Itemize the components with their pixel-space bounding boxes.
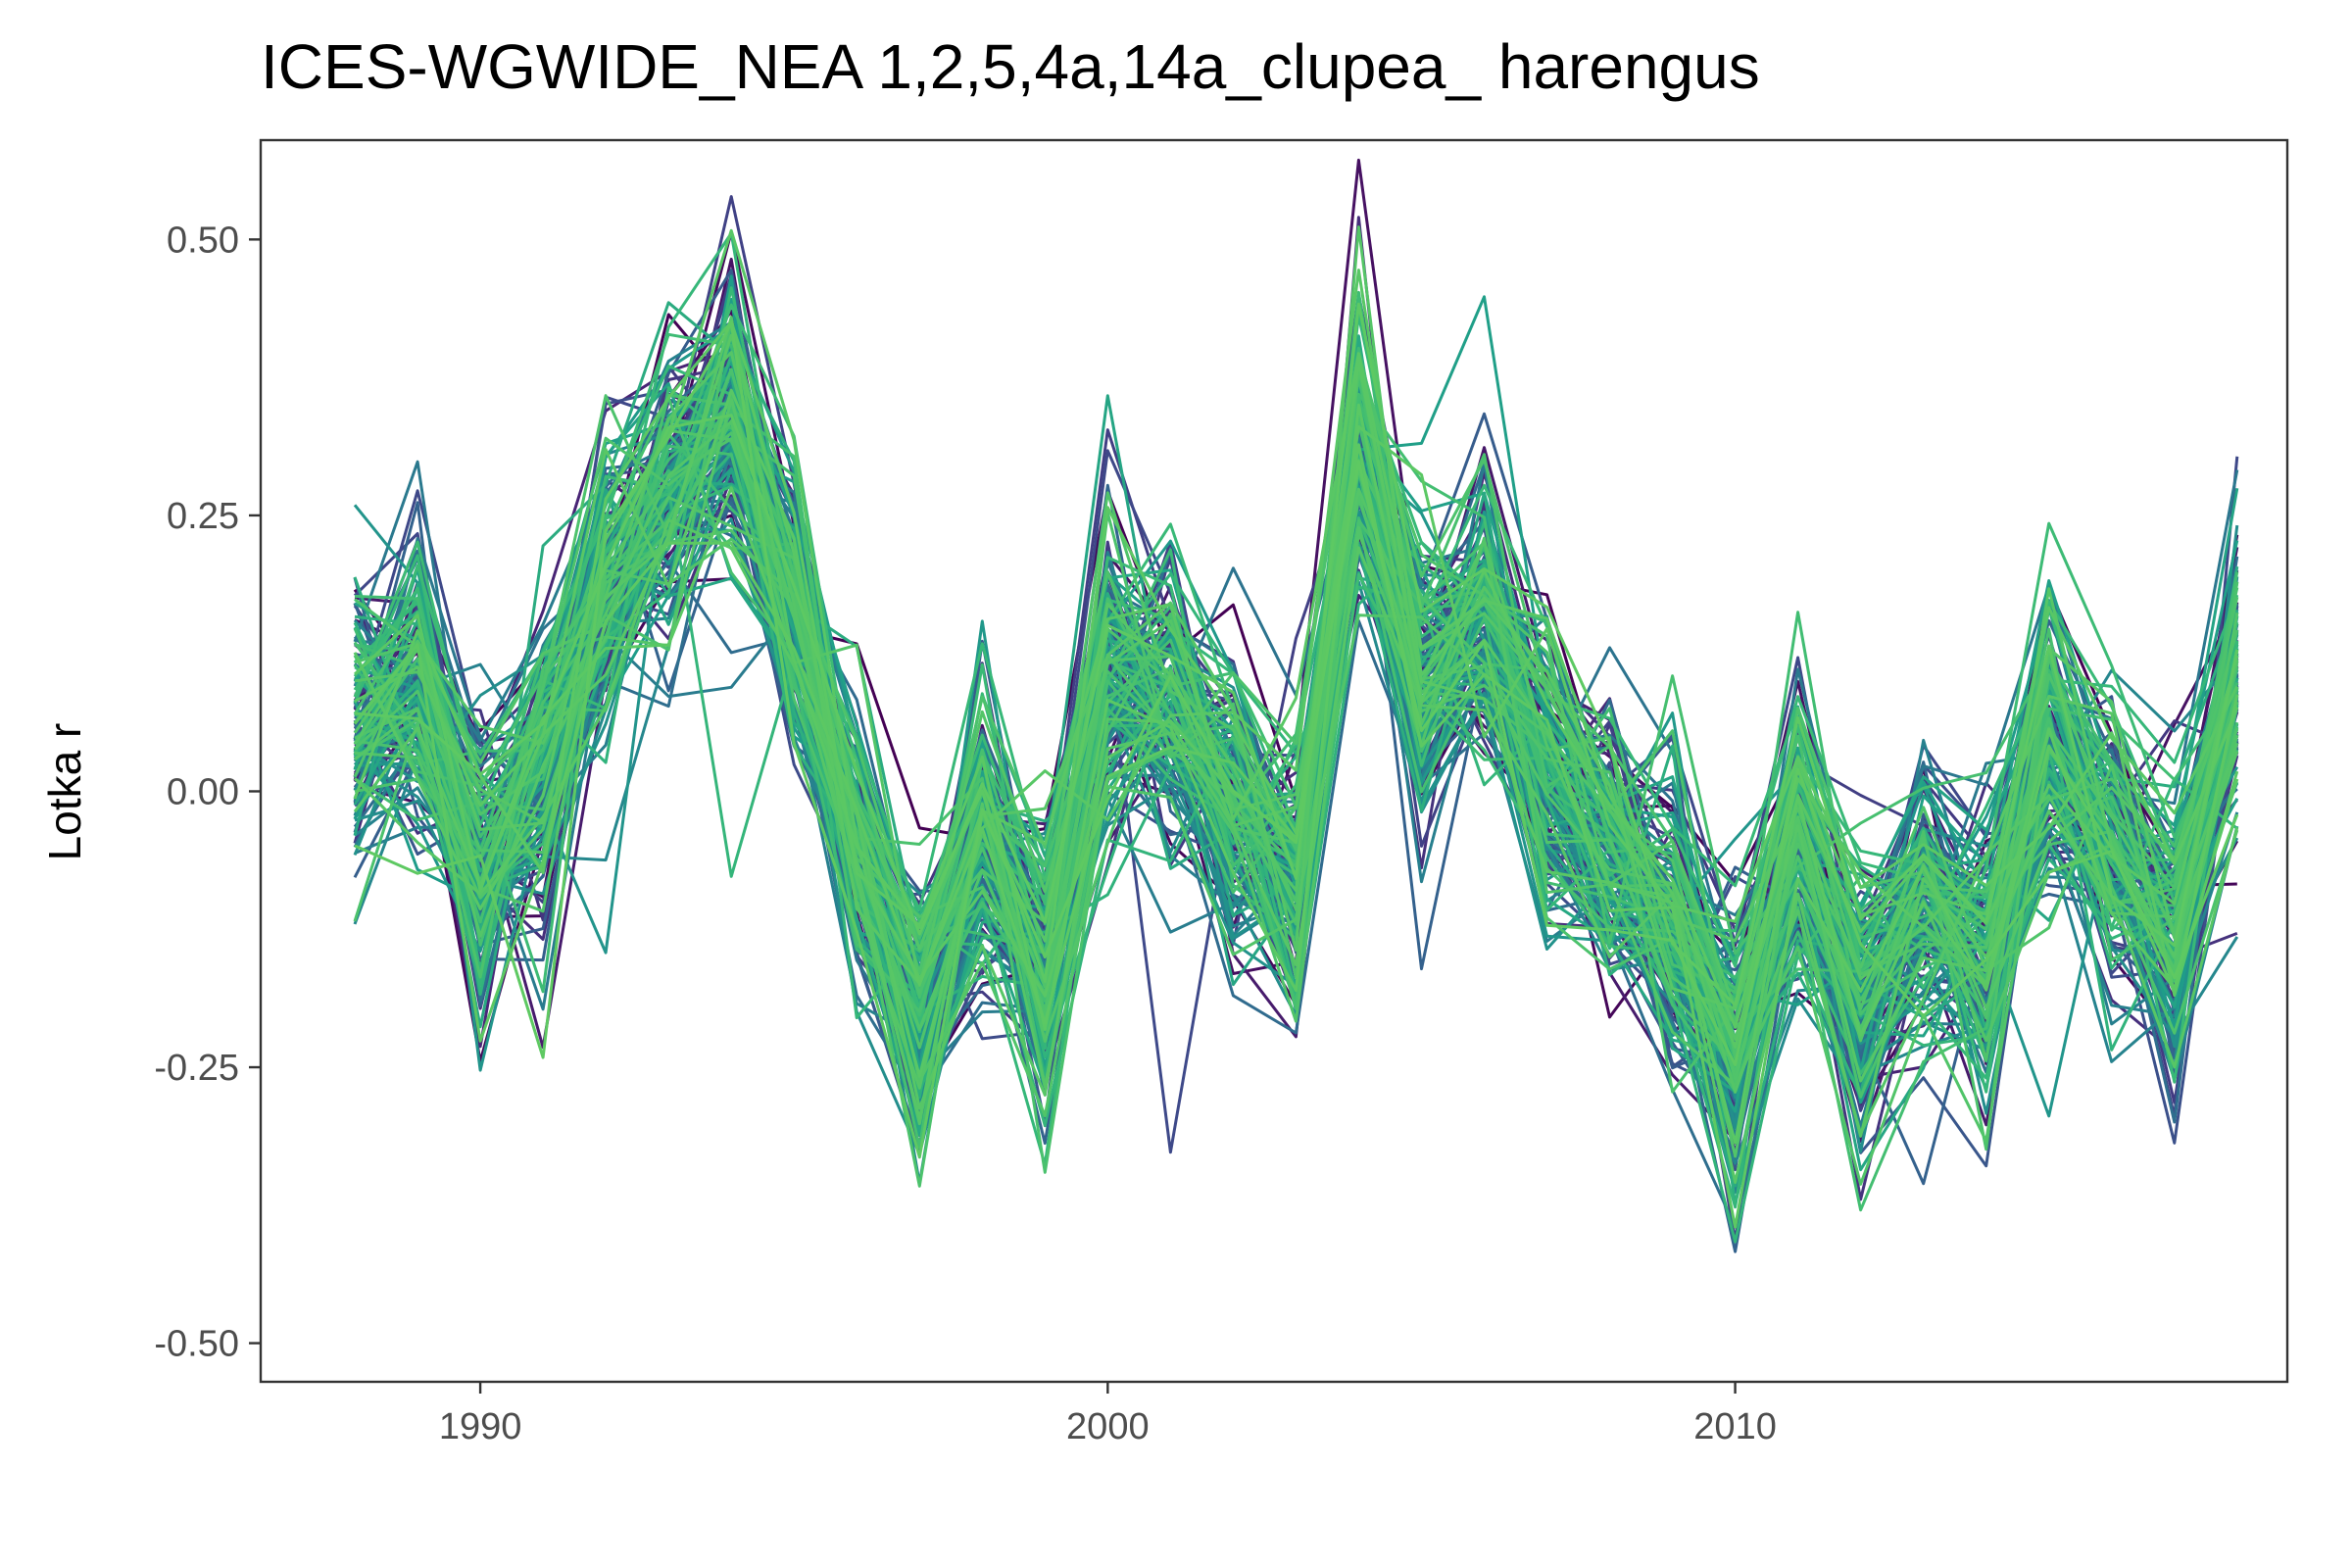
plot-area: [353, 158, 2239, 1253]
x-tick-label: 2010: [1693, 1406, 1777, 1447]
y-axis-label: Lotka r: [39, 723, 90, 861]
y-tick-label: -0.25: [154, 1048, 239, 1089]
series-line: [353, 403, 2239, 1037]
series-line: [353, 316, 2239, 1120]
y-tick-label: -0.50: [154, 1324, 239, 1365]
series-line: [353, 364, 2239, 1043]
series-line: [354, 302, 2239, 1006]
series-line: [354, 352, 2239, 1032]
chart-title: ICES-WGWIDE_NEA 1,2,5,4a,14a_clupea_ har…: [261, 31, 1760, 102]
y-tick-label: 0.50: [167, 220, 239, 261]
series-line: [354, 321, 2239, 1159]
series-line: [354, 370, 2239, 1074]
y-tick-label: 0.00: [167, 771, 239, 812]
series-line: [353, 496, 2239, 1158]
series-line: [353, 518, 2239, 1185]
x-tick-label: 1990: [439, 1406, 522, 1447]
series-line: [354, 393, 2239, 1016]
series-line: [353, 228, 2239, 1078]
y-tick-label: 0.25: [167, 496, 239, 537]
y-axis: 0.50 0.25 0.00 -0.25 -0.50: [154, 220, 261, 1365]
x-axis: 1990 2000 2010: [439, 1382, 1777, 1447]
x-tick-label: 2000: [1066, 1406, 1150, 1447]
series-line: [354, 352, 2239, 1049]
panel-border: [259, 138, 2289, 1384]
